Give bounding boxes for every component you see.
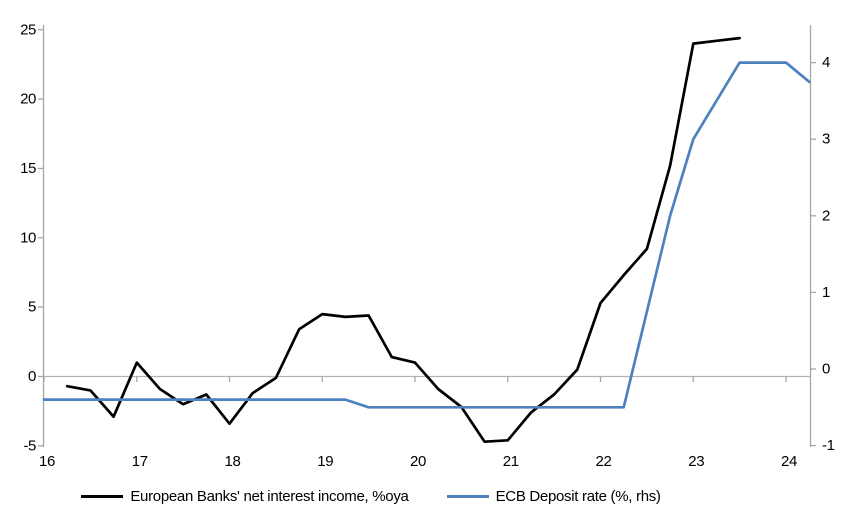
right-axis-tick-label: 1 xyxy=(822,284,830,301)
left-axis-tick-label: 25 xyxy=(20,21,36,38)
legend-item-ecb-deposit-rate: ECB Deposit rate (%, rhs) xyxy=(446,488,661,505)
x-axis-tick-label: 22 xyxy=(596,453,612,470)
x-axis-tick-label: 16 xyxy=(39,453,55,470)
right-axis-tick-label: 2 xyxy=(822,207,830,224)
x-axis-tick-label: 23 xyxy=(688,453,704,470)
right-axis-tick-label: -1 xyxy=(822,437,835,454)
x-axis-tick-label: 18 xyxy=(225,453,241,470)
left-axis-tick-label: 15 xyxy=(20,160,36,177)
x-axis-tick-label: 24 xyxy=(781,453,797,470)
x-axis-tick-label: 21 xyxy=(503,453,519,470)
legend-item-net-interest-income: European Banks' net interest income, %oy… xyxy=(81,488,409,505)
left-axis-tick-label: -5 xyxy=(23,437,36,454)
blue-line-swatch-icon xyxy=(446,495,489,498)
series-line-1 xyxy=(42,61,811,409)
black-line-swatch-icon xyxy=(81,495,124,498)
x-axis-tick-label: 20 xyxy=(410,453,426,470)
legend: European Banks' net interest income, %oy… xyxy=(0,488,852,505)
right-axis-tick-label: 4 xyxy=(822,54,830,71)
right-axis-tick-label: 3 xyxy=(822,131,830,148)
left-axis-tick-label: 5 xyxy=(28,299,36,316)
right-axis-tick-label: 0 xyxy=(822,361,830,378)
x-axis-tick-label: 19 xyxy=(317,453,333,470)
x-axis-tick-label: 17 xyxy=(132,453,148,470)
left-axis-tick-label: 0 xyxy=(28,368,36,385)
series-line-0 xyxy=(65,36,741,444)
legend-label-ecb-deposit-rate: ECB Deposit rate (%, rhs) xyxy=(495,488,661,505)
legend-label-net-interest-income: European Banks' net interest income, %oy… xyxy=(130,488,409,505)
left-axis-tick-label: 10 xyxy=(20,229,36,246)
left-axis-tick-label: 20 xyxy=(20,91,36,108)
